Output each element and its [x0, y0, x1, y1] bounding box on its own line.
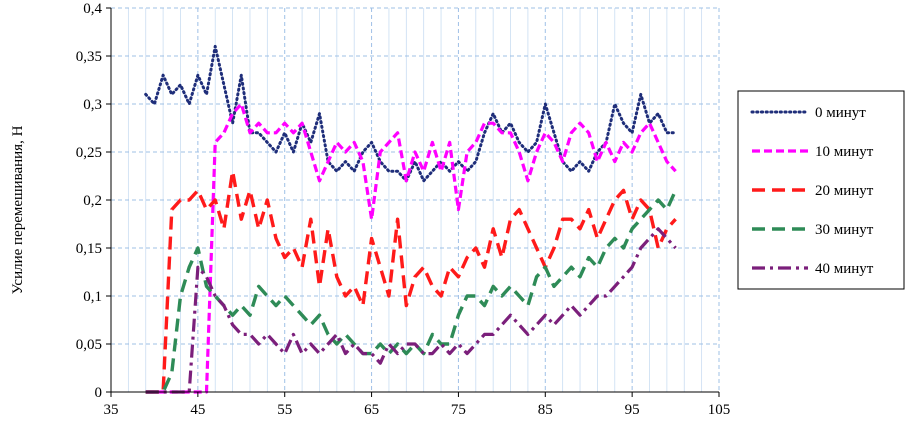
series-line-4	[145, 189, 678, 394]
legend: 0 минут 10 минут 20 минут 30 минут 40 минут	[737, 90, 905, 290]
y-tick-label: 0	[95, 385, 103, 401]
x-tick-label: 35	[104, 402, 119, 418]
x-tick-label: 85	[538, 402, 553, 418]
legend-box	[737, 90, 905, 290]
legend-label-5: 40 минут	[815, 261, 874, 277]
series-lines	[144, 44, 678, 394]
x-tick-label: 45	[190, 402, 205, 418]
x-tick-label: 55	[277, 402, 292, 418]
x-tick-label: 95	[625, 402, 640, 418]
y-tick-label: 0,3	[83, 97, 102, 113]
legend-label-1: 0 минут	[815, 105, 866, 121]
series-line-5	[145, 227, 677, 394]
y-tick-label: 0,35	[76, 49, 102, 65]
x-tick-label: 65	[364, 402, 379, 418]
axes: 35 45 55 65 75 85 95 105 0 0,05 0,1 0,15 0,2 0,25 0,3 0…	[76, 1, 731, 418]
y-tick-label: 0,15	[76, 241, 102, 257]
y-tick-label: 0,1	[83, 289, 102, 305]
y-axis-label: Усилие перемешивания, Н	[10, 125, 26, 294]
legend-label-2: 10 минут	[815, 144, 874, 160]
y-tick-label: 0,4	[83, 1, 102, 17]
y-tick-label: 0,25	[76, 145, 102, 161]
y-tick-label: 0,2	[83, 193, 102, 209]
y-tick-label: 0,05	[76, 337, 102, 353]
series-line-3	[145, 169, 677, 394]
x-tick-label: 75	[451, 402, 466, 418]
legend-label-4: 30 минут	[815, 222, 874, 238]
x-tick-label: 105	[708, 402, 731, 418]
legend-label-3: 20 минут	[815, 183, 874, 199]
series-line-2	[145, 102, 677, 394]
